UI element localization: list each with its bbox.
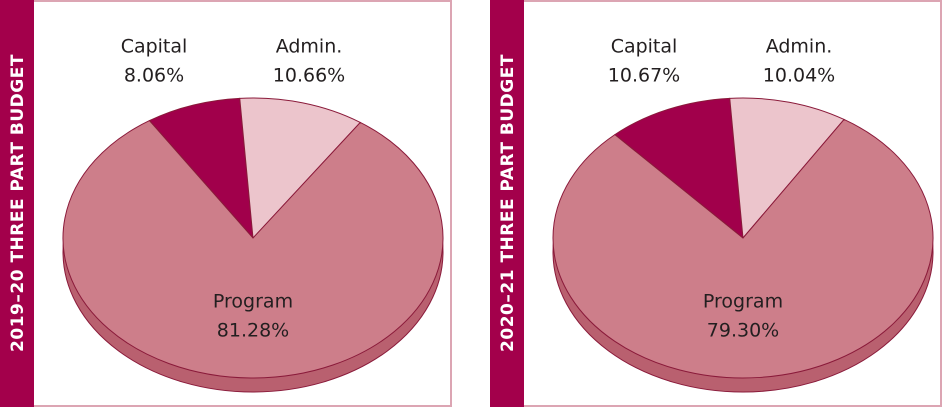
- title-band: [0, 0, 34, 407]
- slice-value-label: 10.67%: [608, 65, 680, 87]
- panel-title: 2020–21 THREE PART BUDGET: [498, 54, 518, 352]
- pie-slice: [729, 97, 845, 240]
- pie-panel: 2019–20 THREE PART BUDGET Capital 8.06% Adm…: [0, 0, 452, 407]
- pie-slice: [614, 97, 744, 240]
- panel-title: 2019–20 THREE PART BUDGET: [8, 54, 28, 352]
- pie-slice: [62, 119, 444, 379]
- slice-value-label: 10.66%: [273, 65, 345, 87]
- slice-name: Admin.: [276, 36, 343, 58]
- slice-value-label: 8.06%: [124, 65, 184, 87]
- slice-value-label: 81.28%: [217, 320, 289, 342]
- slice-name: Program: [213, 291, 293, 313]
- slice-name: Capital: [611, 36, 678, 58]
- pie-slice: [552, 118, 934, 379]
- slice-name: Program: [703, 291, 783, 313]
- slice-value-label: 79.30%: [707, 320, 779, 342]
- pie-slice: [239, 97, 362, 240]
- slice-value-label: 10.04%: [763, 65, 835, 87]
- title-band: [490, 0, 524, 407]
- slice-name: Admin.: [766, 36, 833, 58]
- pie-slice: [148, 97, 254, 240]
- slice-name: Capital: [121, 36, 188, 58]
- pie-panel: 2020–21 THREE PART BUDGET Capital 10.67% Ad…: [490, 0, 942, 407]
